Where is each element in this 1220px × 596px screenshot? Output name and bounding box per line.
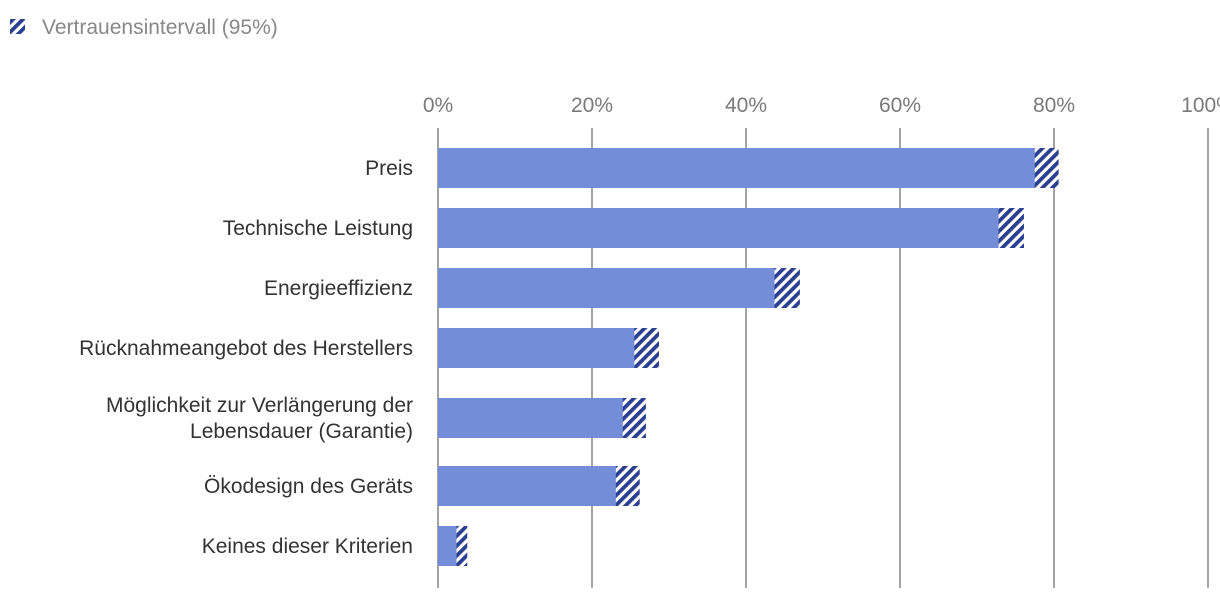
category-label: Keines dieser Kriterien <box>202 535 413 558</box>
bar <box>438 466 629 506</box>
legend-label: Vertrauensintervall (95%) <box>42 16 278 39</box>
confidence-interval <box>774 268 800 308</box>
bar <box>438 398 635 438</box>
gridlines <box>437 128 1209 588</box>
confidence-interval <box>1034 148 1059 188</box>
confidence-interval <box>634 328 659 368</box>
category-label: Technische Leistung <box>223 217 413 240</box>
confidence-interval <box>456 526 468 566</box>
confidence-intervals <box>456 148 1059 566</box>
category-label: Preis <box>365 157 413 180</box>
category-label: Ökodesign des Geräts <box>204 475 413 498</box>
category-label: Lebensdauer (Garantie) <box>190 420 413 443</box>
x-tick-label: 60% <box>879 94 921 117</box>
x-tick-label: 40% <box>725 94 767 117</box>
bar <box>438 148 1047 188</box>
category-label: Möglichkeit zur Verlängerung der <box>106 394 413 417</box>
bar <box>438 328 647 368</box>
confidence-interval <box>615 466 640 506</box>
category-labels: Preis Technische Leistung Energieeffizienz… <box>79 157 413 558</box>
x-axis-ticks: 0% 20% 40% 60% 80% 100% <box>423 94 1220 117</box>
bar <box>438 526 459 566</box>
confidence-interval <box>998 208 1024 248</box>
legend-swatch-icon <box>10 19 25 34</box>
x-tick-label: 80% <box>1033 94 1075 117</box>
category-label: Rücknahmeangebot des Herstellers <box>79 337 413 360</box>
x-tick-label: 0% <box>423 94 453 117</box>
bar <box>438 268 787 308</box>
category-label: Energieeffizienz <box>264 277 413 300</box>
x-tick-label: 100% <box>1181 94 1220 117</box>
bars <box>438 148 1047 566</box>
x-tick-label: 20% <box>571 94 613 117</box>
bar <box>438 208 1012 248</box>
legend: Vertrauensintervall (95%) <box>10 16 278 39</box>
confidence-interval <box>622 398 646 438</box>
